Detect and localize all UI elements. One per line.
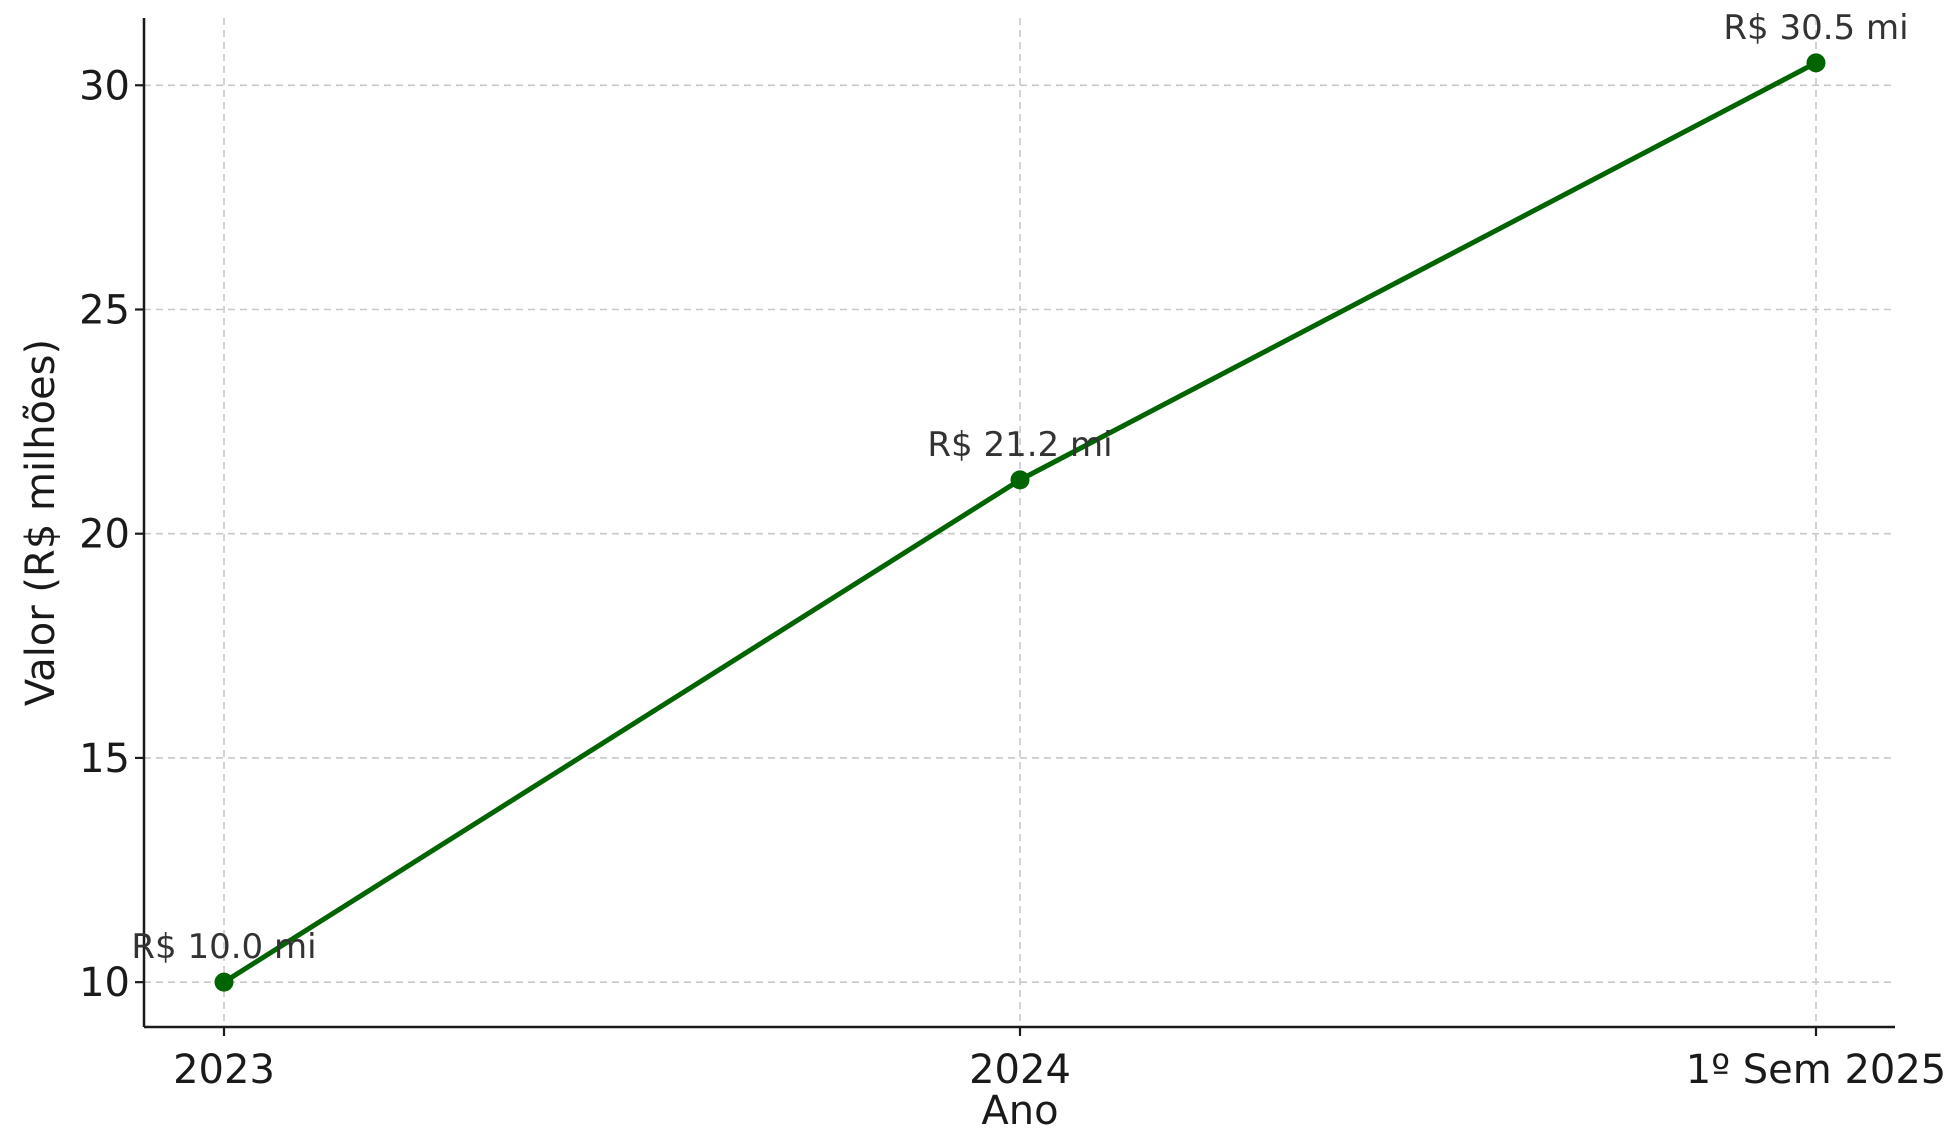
grid (144, 18, 1895, 1027)
data-label: R$ 30.5 mi (1723, 8, 1908, 48)
y-tick-label: 20 (79, 512, 130, 558)
data-label: R$ 21.2 mi (927, 425, 1112, 465)
x-tick-label: 2023 (173, 1047, 275, 1093)
x-tick-label: 2024 (969, 1047, 1071, 1093)
y-axis-title: Valor (R$ milhões) (18, 339, 64, 706)
y-tick-label: 30 (79, 63, 130, 109)
data-point (1806, 53, 1826, 73)
x-tick-label: 1º Sem 2025 (1686, 1047, 1947, 1093)
data-point (1010, 470, 1030, 490)
data-label: R$ 10.0 mi (131, 927, 316, 967)
y-tick-label: 25 (79, 287, 130, 333)
ticks: 10 15 20 25 30 2023 2024 1º Sem 2025 (79, 63, 1946, 1093)
data-point (214, 972, 234, 992)
series (214, 53, 1826, 992)
x-axis-title: Ano (981, 1088, 1058, 1131)
y-tick-label: 10 (79, 960, 130, 1006)
data-labels: R$ 10.0 mi R$ 21.2 mi R$ 30.5 mi (131, 8, 1908, 967)
y-tick-label: 15 (79, 736, 130, 782)
